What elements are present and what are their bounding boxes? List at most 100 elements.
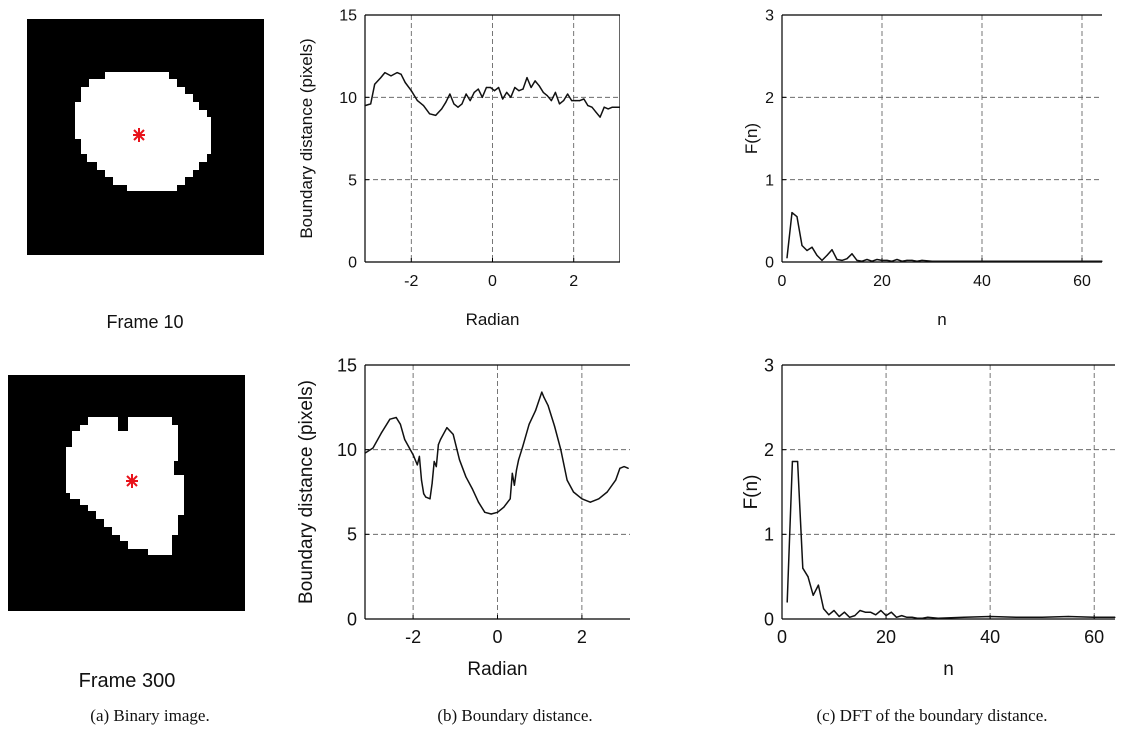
data-point (390, 75, 392, 77)
data-point (583, 98, 585, 100)
data-point (931, 260, 933, 262)
data-point (627, 467, 629, 469)
data-point (449, 93, 451, 95)
data-point (895, 616, 898, 618)
data-point (843, 611, 846, 613)
y-tick-label: 2 (765, 90, 774, 107)
data-point (817, 584, 820, 586)
data-point (425, 496, 427, 498)
data-point (558, 103, 561, 105)
data-point (446, 427, 448, 429)
data-point (921, 617, 924, 619)
y-tick-label: 5 (347, 525, 357, 545)
data-point (473, 91, 475, 93)
x-tick-label: 60 (1084, 627, 1104, 647)
data-point (1031, 260, 1033, 262)
data-point (518, 90, 520, 92)
data-point (896, 258, 898, 261)
data-point (1041, 616, 1043, 618)
data-point (875, 614, 877, 616)
data-point (1015, 616, 1017, 618)
y-axis-label: F(n) (742, 123, 761, 154)
data-point (399, 423, 402, 425)
data-point (384, 72, 386, 74)
data-point (851, 253, 853, 255)
data-point (389, 418, 391, 420)
data-point (465, 93, 467, 95)
dft-chart-frame-300: 0 20 40 60 0 1 2 3 n F(n) (741, 355, 1116, 680)
x-tick-label: 0 (492, 627, 502, 647)
data-point (418, 455, 421, 458)
data-point (469, 100, 471, 102)
y-tick-label: 0 (765, 255, 774, 272)
data-point (901, 615, 903, 617)
data-point (374, 83, 376, 85)
data-point (490, 513, 492, 515)
data-point (1114, 616, 1116, 618)
data-point (453, 103, 455, 105)
data-point (484, 511, 486, 513)
data-point (866, 258, 868, 261)
data-point (465, 476, 467, 478)
data-point (515, 469, 518, 471)
data-point (836, 258, 838, 261)
data-point (901, 260, 903, 262)
x-tick-label: 40 (980, 627, 1000, 647)
data-point (856, 259, 858, 261)
y-tick-label: 5 (348, 172, 357, 189)
data-point (828, 614, 830, 616)
data-point (802, 567, 804, 569)
data-point (916, 617, 918, 619)
data-point (1006, 260, 1008, 262)
y-tick-label: 10 (339, 90, 357, 107)
data-point (509, 498, 511, 500)
data-point (522, 88, 524, 90)
data-point (880, 609, 882, 612)
data-point (821, 259, 823, 261)
data-point (554, 91, 557, 93)
data-point (937, 617, 939, 619)
x-axis-label: Radian (466, 310, 520, 329)
data-point (603, 106, 605, 108)
x-tick-label: 2 (577, 627, 587, 647)
data-point (428, 113, 431, 115)
data-point (445, 101, 447, 103)
data-point (1056, 260, 1058, 262)
data-point (838, 615, 840, 618)
data-point (372, 447, 374, 449)
x-tick-label: -2 (405, 627, 421, 647)
data-point (606, 491, 608, 493)
data-point (861, 260, 863, 262)
data-point (441, 108, 443, 110)
data-point (380, 76, 382, 79)
data-point (826, 254, 828, 257)
data-point (567, 93, 569, 95)
data-point (420, 479, 423, 481)
data-point (812, 594, 814, 596)
data-point (513, 484, 515, 486)
data-point (547, 405, 549, 407)
x-axis-label: n (943, 659, 954, 680)
data-point (854, 615, 856, 617)
data-point (404, 438, 406, 441)
data-point (797, 460, 799, 463)
centroid-marker (126, 474, 138, 488)
white-blob (66, 417, 184, 555)
data-point (380, 432, 383, 434)
data-point (1081, 260, 1083, 262)
data-point (526, 76, 528, 79)
data-point (435, 114, 437, 117)
data-point (796, 216, 798, 218)
data-point (477, 501, 480, 503)
y-tick-label: 0 (347, 609, 357, 629)
data-point (911, 259, 913, 261)
data-point (575, 100, 577, 102)
y-tick-label: 3 (765, 8, 774, 25)
data-point (611, 106, 613, 108)
data-point (528, 423, 530, 425)
frame-label-10: Frame 10 (106, 312, 184, 332)
data-point (589, 501, 591, 503)
data-point (534, 410, 537, 412)
data-point (831, 249, 833, 251)
data-point (485, 86, 488, 89)
